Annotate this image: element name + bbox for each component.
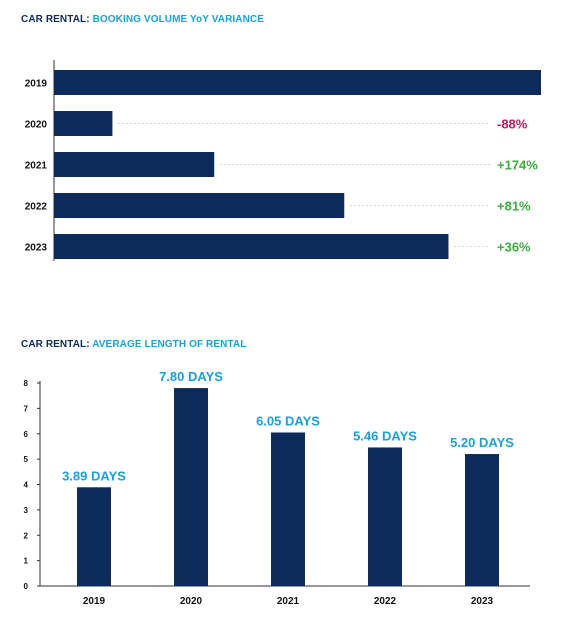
y-tick-label-7: 7 [24,404,29,413]
category-label-2019: 2019 [25,79,48,90]
variance-label-2022: +81% [497,199,531,214]
data-label-2021: 6.05 DAYS [256,413,320,428]
y-tick-label-1: 1 [24,557,29,566]
bar-2021 [54,152,215,177]
data-label-2022: 5.46 DAYS [353,428,417,443]
booking-volume-chart-title: CAR RENTAL: BOOKING VOLUME YoY VARIANCE [21,14,264,25]
variance-label-2020: -88% [497,117,528,132]
y-tick-label-5: 5 [24,455,29,464]
bar-2023 [54,234,449,259]
bar-2022 [368,447,402,586]
data-label-2023: 5.20 DAYS [450,435,514,450]
x-tick-label-2021: 2021 [277,596,300,607]
y-tick-label-4: 4 [24,481,29,490]
chart-title-suffix: AVERAGE LENGTH OF RENTAL [92,339,247,350]
y-tick-label-6: 6 [24,430,29,439]
x-tick-label-2023: 2023 [471,596,494,607]
y-tick-label-8: 8 [24,379,29,388]
chart-title-prefix: CAR RENTAL: [21,339,90,350]
x-tick-label-2020: 2020 [180,596,203,607]
y-tick-label-0: 0 [24,582,29,591]
category-label-2023: 2023 [25,243,48,254]
variance-label-2021: +174% [497,158,538,173]
chart-title-prefix: CAR RENTAL: [21,14,90,25]
bar-2019 [54,70,541,95]
booking-volume-chart: 2019 2020 -88% 2021 +174% 2022 +81% 2023 +36% [25,60,541,261]
x-tick-label-2022: 2022 [374,596,397,607]
bar-2020 [174,388,208,586]
bar-2019 [77,487,111,586]
data-label-2020: 7.80 DAYS [159,369,223,384]
bar-2023 [465,454,499,586]
bar-2022 [54,193,345,218]
category-label-2022: 2022 [25,202,48,213]
y-tick-label-2: 2 [24,531,29,540]
variance-label-2023: +36% [497,240,531,255]
chart-title-suffix: BOOKING VOLUME YoY VARIANCE [92,14,264,25]
category-label-2021: 2021 [25,161,48,172]
category-label-2020: 2020 [25,120,48,131]
bar-2020 [54,111,113,136]
x-tick-label-2019: 2019 [83,596,106,607]
bar-2021 [271,432,305,586]
rental-length-chart-title: CAR RENTAL: AVERAGE LENGTH OF RENTAL [21,339,246,350]
data-label-2019: 3.89 DAYS [62,468,126,483]
y-tick-label-3: 3 [24,506,29,515]
